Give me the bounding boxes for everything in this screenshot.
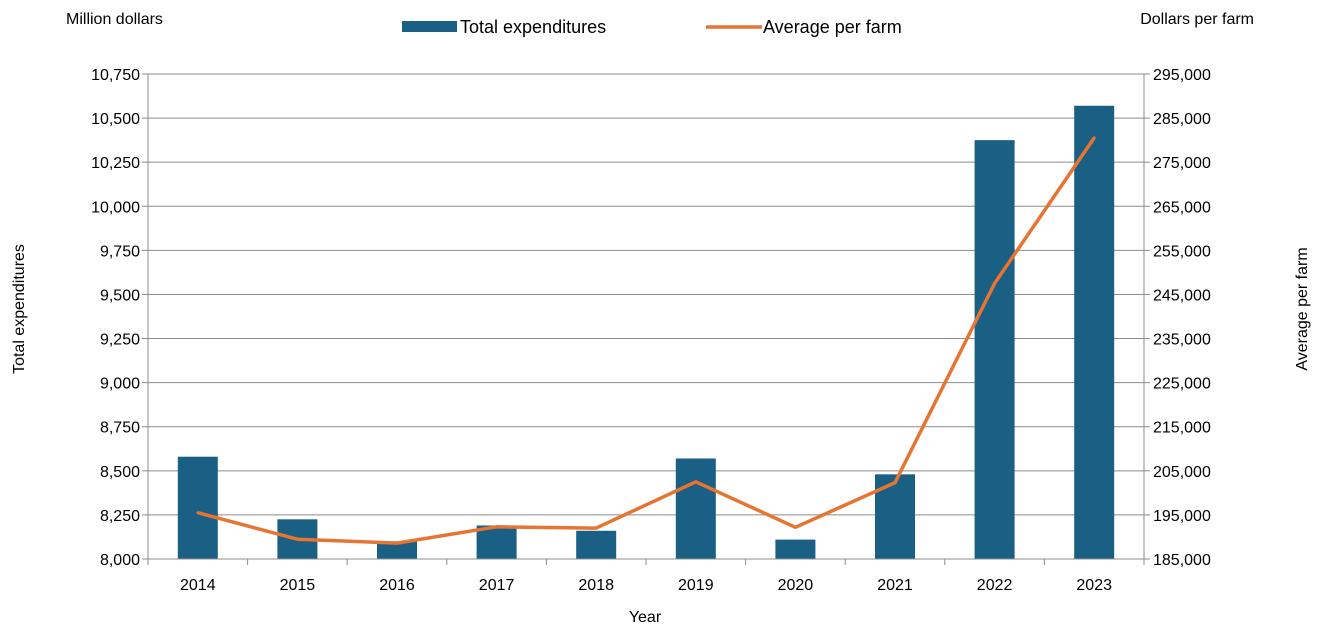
bar (177, 456, 218, 559)
line-point (1092, 136, 1096, 140)
bar-series (177, 105, 1115, 560)
line-point (694, 480, 698, 484)
line-point (395, 541, 399, 545)
line-point (594, 526, 598, 530)
axis-labels: 8,000 185,000 8,250 195,000 8,500 205,000 8,75… (91, 67, 1211, 594)
left-axis-title: Total expenditures (11, 244, 28, 374)
left-tick-label: 10,750 (91, 67, 140, 84)
right-tick-label: 265,000 (1153, 199, 1211, 216)
grid-lines (148, 73, 1144, 516)
axes (142, 73, 1150, 565)
right-tick-label: 275,000 (1153, 155, 1211, 172)
left-tick-label: 10,000 (91, 199, 140, 216)
right-tick-label: 295,000 (1153, 67, 1211, 84)
x-axis-title: Year (629, 609, 662, 626)
legend-bar-swatch (402, 21, 457, 32)
bar (576, 530, 617, 559)
left-tick-label: 8,750 (100, 420, 140, 437)
x-tick-label: 2022 (977, 577, 1013, 594)
line-point (793, 525, 797, 529)
right-tick-label: 195,000 (1153, 508, 1211, 525)
x-tick-label: 2016 (379, 577, 415, 594)
right-tick-label: 255,000 (1153, 243, 1211, 260)
right-unit-label: Dollars per farm (1140, 11, 1254, 28)
right-axis-title: Average per farm (1294, 247, 1311, 370)
x-tick-label: 2018 (578, 577, 614, 594)
x-tick-label: 2020 (778, 577, 814, 594)
right-tick-label: 225,000 (1153, 376, 1211, 393)
right-tick-label: 245,000 (1153, 287, 1211, 304)
left-tick-label: 8,500 (100, 464, 140, 481)
left-tick-label: 10,500 (91, 111, 140, 128)
legend-bar-label: Total expenditures (460, 17, 606, 37)
legend-line-label: Average per farm (763, 17, 902, 37)
left-unit-label: Million dollars (66, 11, 163, 28)
right-tick-label: 205,000 (1153, 464, 1211, 481)
line-point (893, 481, 897, 485)
legend: Total expenditures Average per farm (402, 17, 902, 37)
x-tick-label: 2019 (678, 577, 714, 594)
bar (1074, 105, 1115, 559)
bar (775, 539, 816, 559)
line-point (993, 281, 997, 285)
average-per-farm-line (197, 136, 1096, 545)
x-tick-label: 2021 (877, 577, 913, 594)
bar (476, 525, 517, 559)
left-tick-label: 9,750 (100, 243, 140, 260)
left-tick-label: 9,000 (100, 376, 140, 393)
x-tick-label: 2014 (180, 577, 216, 594)
right-tick-label: 235,000 (1153, 332, 1211, 349)
right-tick-label: 285,000 (1153, 111, 1211, 128)
right-tick-label: 185,000 (1153, 552, 1211, 569)
right-tick-label: 215,000 (1153, 420, 1211, 437)
line-series (196, 136, 1096, 545)
line-point (196, 511, 200, 515)
left-tick-label: 9,250 (100, 332, 140, 349)
bar (377, 541, 417, 559)
bar (875, 474, 915, 559)
left-tick-label: 8,250 (100, 508, 140, 525)
left-tick-label: 10,250 (91, 155, 140, 172)
bar (974, 140, 1015, 560)
left-tick-label: 8,000 (100, 552, 140, 569)
line-point (495, 525, 499, 529)
x-tick-label: 2017 (479, 577, 515, 594)
bar (675, 458, 716, 559)
left-tick-label: 9,500 (100, 287, 140, 304)
line-point (295, 537, 299, 541)
x-tick-label: 2023 (1076, 577, 1112, 594)
x-tick-label: 2015 (280, 577, 316, 594)
